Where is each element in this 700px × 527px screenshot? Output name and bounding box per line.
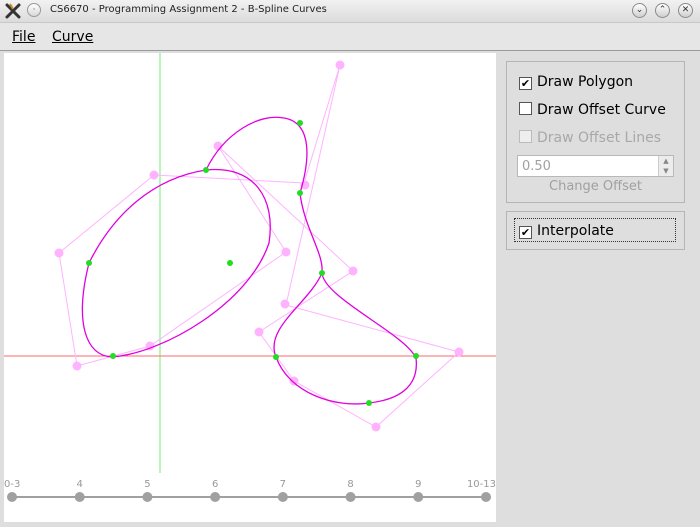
app-x-icon [5,3,21,19]
bspline-curve [81,168,271,358]
drawing-canvas[interactable] [4,53,496,522]
curve-plot[interactable] [4,53,496,522]
draw-offset-curve-check[interactable] [519,102,532,115]
options-panel: ✔ Draw Polygon Draw Offset Curve Draw Off… [506,61,685,203]
control-point[interactable] [254,327,264,337]
control-points[interactable] [54,60,464,432]
menu-curve-label: Curve [52,29,94,45]
interpolate-panel: ✔ Interpolate [506,211,685,250]
draw-polygon-checkbox[interactable]: ✔ Draw Polygon [519,74,633,90]
menu-curve[interactable]: Curve [52,29,93,45]
draw-offset-lines-check [519,130,532,143]
knot-point [273,354,279,360]
interpolate-label: Interpolate [537,223,614,239]
knot-point [297,120,303,126]
control-point[interactable] [280,299,290,309]
control-point[interactable] [149,170,159,180]
focus-ring [514,218,676,242]
draw-polygon-label: Draw Polygon [537,74,634,90]
timeline-node[interactable] [481,492,491,502]
control-point[interactable] [72,361,82,371]
timeline-node[interactable] [277,492,288,502]
knot-point [297,190,303,196]
timeline-node[interactable] [74,492,85,502]
offset-spinbox: 0.50 ▲ ▼ [517,155,674,177]
knot-point [203,167,209,173]
draw-polygon-check[interactable]: ✔ [519,77,532,90]
spin-up-icon: ▲ [658,156,673,166]
timeline-node[interactable] [345,492,356,502]
timeline-label: 0-3 [4,479,20,490]
timeline-node[interactable] [7,492,17,502]
timeline-label: 10-13 [467,479,496,490]
draw-offset-lines-checkbox: Draw Offset Lines [519,130,661,146]
maximize-button[interactable]: ⌃ [655,3,670,18]
bspline-curve-segment [205,116,418,405]
control-point[interactable] [348,266,358,276]
timeline-label: 8 [347,479,353,490]
menu-file[interactable]: File [12,29,35,45]
timeline-node[interactable] [413,492,424,502]
knot-point [86,260,92,266]
timeline-label: 7 [280,479,286,490]
timeline-label: 9 [415,479,421,490]
menu-bar: File Curve [0,23,700,51]
draw-offset-lines-label: Draw Offset Lines [537,130,661,146]
knot-points [86,120,419,406]
timeline-node[interactable] [210,492,221,502]
minimize-button[interactable]: ⌄ [632,3,647,18]
control-point[interactable] [454,347,464,357]
control-polygon [58,64,461,428]
window-menu-button[interactable]: · [27,3,41,17]
knot-point [413,353,419,359]
timeline-label: 5 [144,479,150,490]
close-button[interactable]: ✕ [678,3,693,18]
timeline-label: 4 [77,479,83,490]
window-title: CS6670 - Programming Assignment 2 - B-Sp… [50,4,327,15]
control-point[interactable] [54,248,64,258]
control-point[interactable] [289,376,299,386]
control-point[interactable] [335,60,345,70]
control-point[interactable] [281,247,291,257]
timeline-node[interactable] [142,492,153,502]
interpolate-checkbox[interactable]: ✔ Interpolate [519,223,614,239]
title-bar: · CS6670 - Programming Assignment 2 - B-… [0,0,700,23]
knot-point [366,400,372,406]
change-offset-button: Change Offset [549,179,642,194]
knot-point [319,270,325,276]
knot-point [227,260,233,266]
knot-point [110,353,116,359]
menu-file-label: File [12,29,36,45]
interpolate-check[interactable]: ✔ [519,226,532,239]
knot-timeline[interactable]: 0-3 4 5 6 7 8 9 10-13 [4,477,496,522]
offset-value: 0.50 [522,159,551,174]
spin-down-icon: ▼ [658,166,673,176]
draw-offset-curve-label: Draw Offset Curve [537,102,666,118]
timeline-label: 6 [212,479,218,490]
draw-offset-curve-checkbox[interactable]: Draw Offset Curve [519,102,666,118]
control-point[interactable] [371,422,381,432]
